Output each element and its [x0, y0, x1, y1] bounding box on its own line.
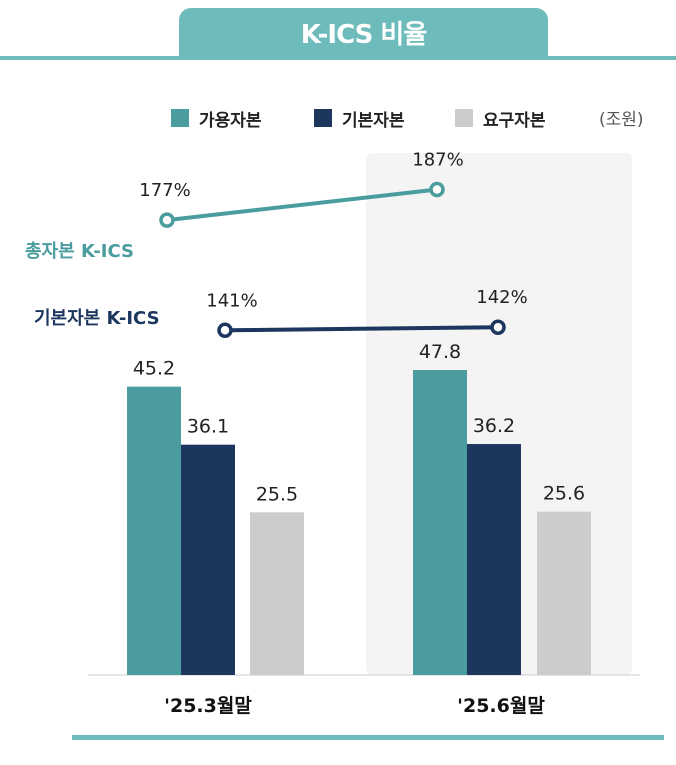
- title-tab: K-ICS 비율: [179, 8, 548, 56]
- title-underline: [0, 56, 676, 60]
- ratio-label-basic-2: 142%: [476, 287, 527, 308]
- legend-swatch-required: [455, 109, 473, 127]
- legend-label-required: 요구자본: [483, 110, 546, 131]
- bar-value-required-1: 25.5: [256, 483, 298, 505]
- legend-item-available: 가용자본: [171, 106, 262, 131]
- legend-item-required: 요구자본: [455, 106, 546, 131]
- ratio-label-total-1: 177%: [139, 180, 190, 201]
- legend-swatch-available: [171, 109, 189, 127]
- ratio-series-label-basic: 기본자본 K-ICS: [34, 308, 160, 329]
- bar-value-available-2: 47.8: [419, 341, 461, 363]
- bar-required-2: [537, 511, 591, 675]
- unit-label: (조원): [599, 110, 644, 130]
- ratio-line-total: [166, 187, 438, 223]
- ratio-line-basic: [224, 325, 499, 333]
- ratio-point-basic-1: [217, 322, 233, 339]
- bar-available-2: [413, 370, 467, 675]
- bar-value-required-2: 25.6: [543, 483, 585, 505]
- bottom-rule: [72, 735, 664, 740]
- bar-basic-2: [467, 444, 521, 675]
- ratio-point-basic-2: [490, 319, 506, 335]
- ratio-point-total-1: [159, 212, 175, 228]
- bar-available-1: [127, 386, 181, 675]
- ratio-label-total-2: 187%: [412, 149, 463, 170]
- legend-swatch-basic: [314, 109, 332, 127]
- bar-value-basic-2: 36.2: [473, 415, 515, 437]
- bar-value-basic-1: 36.1: [187, 416, 229, 438]
- legend-item-basic: 기본자본: [314, 106, 405, 131]
- ratio-point-total-2: [429, 181, 445, 198]
- bar-basic-1: [181, 444, 235, 675]
- category-label-2: '25.6월말: [457, 695, 545, 717]
- legend-label-available: 가용자본: [199, 110, 262, 131]
- category-label-1: '25.3월말: [164, 695, 252, 717]
- ratio-label-basic-1: 141%: [206, 290, 257, 311]
- ratio-series-label-total: 총자본 K-ICS: [25, 241, 134, 262]
- chart-title: K-ICS 비율: [300, 19, 428, 50]
- bar-required-1: [250, 512, 304, 675]
- bar-value-available-1: 45.2: [133, 358, 175, 380]
- legend-label-basic: 기본자본: [342, 110, 405, 131]
